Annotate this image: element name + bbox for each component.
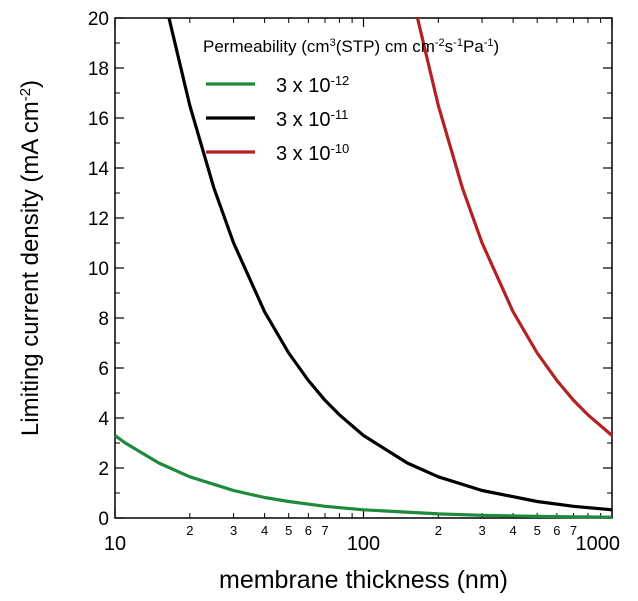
y-tick-label: 20 [88,9,109,30]
x-minor-tick-label: 3 [478,523,485,538]
x-tick-label: 10 [104,533,126,555]
legend-title: Permeability (cm3(STP) cm cm-2s-1Pa-1) [203,37,499,56]
x-minor-tick-label: 5 [534,523,541,538]
x-minor-tick-label: 7 [321,523,328,538]
x-axis-title: membrane thickness (nm) [219,566,508,594]
plot-frame [114,17,613,519]
x-minor-tick-label: 3 [230,523,237,538]
y-tick-label: 4 [98,409,109,430]
x-minor-tick-label: 4 [261,523,268,538]
y-tick-label: 2 [98,459,109,480]
x-tick-label: 1000 [576,533,621,555]
legend-label: 3 x 10-10 [276,141,349,166]
x-minor-tick-label: 6 [305,523,312,538]
x-minor-tick-label: 2 [435,523,442,538]
x-minor-tick-label: 7 [570,523,577,538]
legend-label: 3 x 10-12 [276,73,349,98]
x-minor-tick-label: 2 [186,523,193,538]
y-tick-label: 12 [88,209,109,230]
y-tick-label: 6 [98,359,109,380]
x-minor-tick-label: 4 [509,523,516,538]
series-line--12 [114,434,613,519]
plot-area-border [114,17,613,519]
x-minor-tick-label: 6 [553,523,560,538]
legend-label: 3 x 10-11 [276,107,348,132]
y-tick-label: 14 [88,159,110,180]
x-minor-tick-label: 5 [285,523,292,538]
series-line--11 [167,17,613,512]
y-tick-label: 10 [88,259,109,280]
y-tick-label: 0 [98,509,109,530]
data-series [114,17,614,519]
legend: Permeability (cm3(STP) cm cm-2s-1Pa-1) 3… [203,37,499,165]
y-tick-label: 8 [98,309,109,330]
y-tick-label: 16 [88,109,109,130]
x-tick-label: 100 [347,533,380,555]
y-axis-title: Limiting current density (mA cm-2) [17,80,45,436]
y-tick-label: 18 [88,59,109,80]
series-line--10 [415,17,614,437]
